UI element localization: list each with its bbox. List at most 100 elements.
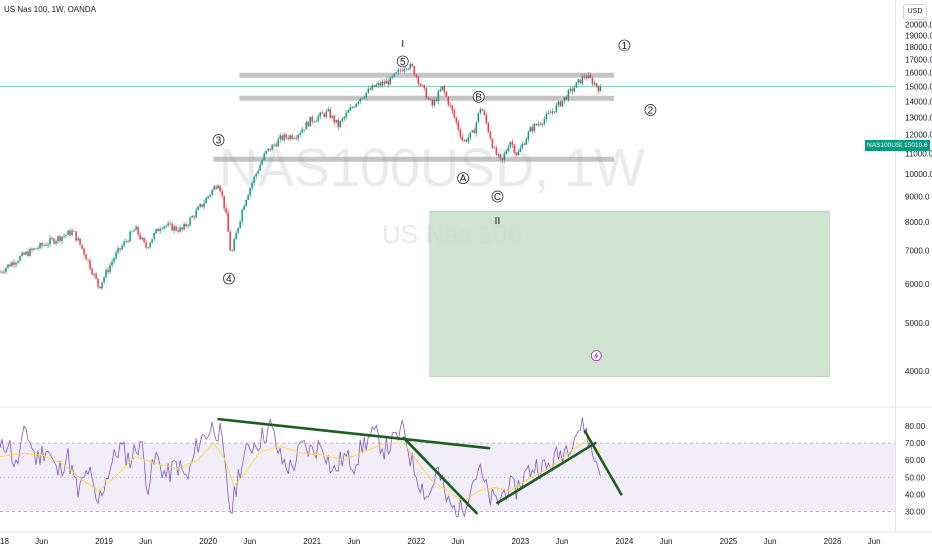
candle-body: [563, 97, 566, 101]
wave-label-circle[interactable]: [457, 172, 469, 185]
candle-body: [373, 85, 376, 87]
rsi-tick-label: 30.00: [905, 507, 926, 516]
candle-body: [89, 260, 91, 269]
candle-body: [209, 194, 211, 197]
candle-body: [121, 245, 123, 250]
candle-body: [491, 138, 494, 148]
candle-body: [301, 129, 303, 133]
candle-body: [591, 78, 594, 85]
candle-body: [565, 97, 568, 100]
candle-body: [123, 241, 125, 246]
candle-body: [333, 115, 335, 123]
wave-label[interactable]: A: [460, 174, 467, 185]
candle-body: [125, 241, 127, 242]
rsi-tick-label: 40.00: [905, 490, 926, 499]
candle-body: [547, 112, 550, 115]
candle-body: [397, 69, 400, 73]
candle-body: [523, 144, 526, 145]
candle-body: [377, 82, 380, 85]
alert-icon-bolt: [593, 352, 599, 359]
candle-body: [145, 242, 147, 248]
candle-body: [331, 115, 333, 118]
rsi-trendline[interactable]: [496, 441, 597, 505]
price-tick-label: 11000.0: [905, 149, 932, 158]
candle-body: [269, 148, 271, 151]
candle-body: [285, 134, 287, 138]
wave-label-circle[interactable]: [212, 134, 225, 146]
candle-body: [589, 75, 592, 79]
price-tick-label: 19000.0: [905, 32, 932, 41]
rsi-trendline[interactable]: [217, 417, 491, 450]
wave-label-circle[interactable]: [644, 104, 657, 116]
candle-body: [103, 277, 105, 283]
candle-body: [427, 98, 430, 100]
candle-body: [59, 236, 61, 241]
candle-body: [539, 123, 542, 125]
wave-label[interactable]: 3: [216, 136, 222, 147]
price-axis[interactable]: 4000.0 5000.0 6000.0 7000.0 8000.0 9000.0 1000…: [895, 0, 932, 532]
wave-label-circle[interactable]: [396, 55, 409, 68]
time-tick-label: 2024: [616, 537, 634, 546]
price-tag-symbol: NAS100USD: [865, 140, 907, 151]
candle-body: [379, 82, 382, 86]
wave-label[interactable]: II: [495, 216, 501, 227]
candle-body: [405, 68, 408, 70]
candle-body: [65, 234, 67, 236]
candle-body: [195, 210, 197, 218]
candle-body: [543, 118, 546, 124]
wave-label-circle[interactable]: [223, 272, 235, 285]
candle-body: [1, 271, 3, 273]
candle-body: [559, 101, 562, 107]
wave-label-circle[interactable]: [491, 190, 504, 203]
candle-body: [75, 231, 77, 241]
candle-body: [287, 137, 289, 140]
candle-body: [359, 98, 361, 102]
candle-body: [355, 103, 357, 107]
candle-body: [271, 144, 273, 151]
wave-label[interactable]: 5: [400, 57, 406, 68]
candle-body: [557, 101, 560, 105]
rsi-tick-label: 80.00: [905, 422, 926, 431]
candle-body: [29, 248, 31, 256]
wave-label[interactable]: B: [475, 92, 482, 103]
candle-body: [217, 185, 219, 189]
candle-body: [179, 227, 181, 232]
wave-label-circle[interactable]: [472, 90, 485, 103]
candle-body: [597, 86, 600, 92]
candle-body: [425, 88, 428, 99]
candle-body: [23, 252, 25, 255]
candle-body: [455, 117, 458, 123]
candle-body: [47, 244, 49, 246]
candle-body: [435, 99, 438, 102]
wave-label[interactable]: 1: [622, 41, 628, 52]
time-tick-label: 2023: [511, 537, 529, 546]
candle-body: [113, 258, 115, 262]
candle-body: [433, 99, 436, 106]
candle-body: [105, 269, 107, 278]
wave-label[interactable]: I: [401, 39, 404, 50]
candle-body: [521, 144, 524, 148]
price-tick-label: 20000.0: [905, 21, 932, 30]
candle-body: [87, 259, 89, 261]
candle-body: [133, 230, 135, 232]
rsi-trendline[interactable]: [583, 429, 623, 496]
candle-body: [153, 233, 155, 240]
wave-label-circle[interactable]: [618, 39, 631, 52]
candle-body: [567, 90, 570, 100]
currency-button[interactable]: USD: [903, 4, 927, 20]
wave-label[interactable]: 4: [226, 274, 232, 285]
rsi-trendline[interactable]: [402, 436, 478, 515]
candle-body: [581, 76, 584, 84]
candle-body: [41, 243, 43, 246]
candle-body: [309, 116, 311, 127]
candle-body: [151, 239, 153, 243]
wave-label[interactable]: C: [494, 192, 501, 203]
candle-body: [135, 226, 137, 231]
candle-body: [9, 264, 11, 267]
candle-body: [495, 147, 498, 155]
time-tick-label: Jun: [556, 537, 569, 546]
candle-body: [211, 189, 213, 195]
wave-label[interactable]: 2: [648, 105, 654, 116]
candle-body: [281, 135, 283, 140]
